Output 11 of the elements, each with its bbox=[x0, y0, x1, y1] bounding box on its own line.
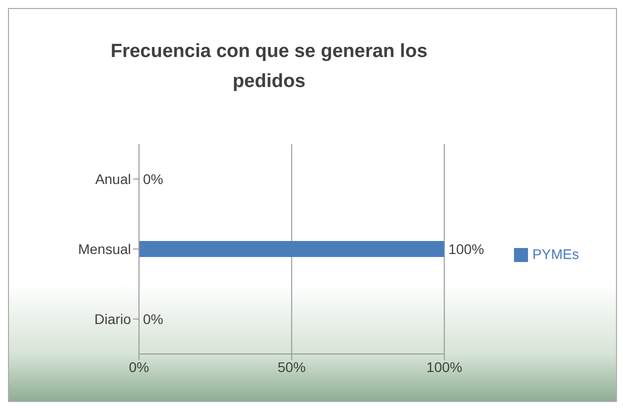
chart-title: Frecuencia con que se generan los pedidos bbox=[110, 40, 428, 94]
x-tick-label: 0% bbox=[128, 358, 150, 375]
data-label: 0% bbox=[143, 171, 164, 187]
data-label: 100% bbox=[448, 241, 484, 257]
data-label: 0% bbox=[143, 311, 164, 327]
y-tick-label: Anual bbox=[95, 170, 131, 187]
y-tick-label: Mensual bbox=[78, 240, 131, 257]
x-tick-label: 100% bbox=[426, 358, 462, 375]
y-tick-label: Diario bbox=[94, 310, 132, 327]
x-tick-label: 50% bbox=[278, 358, 306, 375]
legend-label: PYMEs bbox=[532, 246, 579, 262]
